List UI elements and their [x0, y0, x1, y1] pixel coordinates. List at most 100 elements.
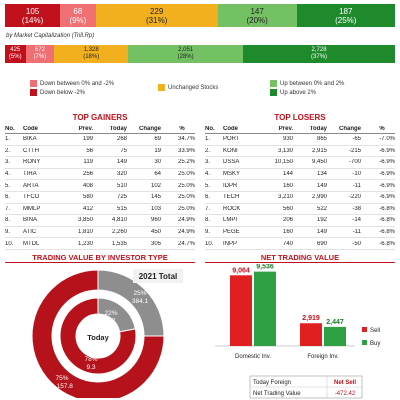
stock-count-segment: 105 (14%)	[5, 4, 61, 27]
table-cell: 515	[116, 205, 127, 212]
table-cell: MMLP	[23, 205, 41, 212]
table-cell: PEGE	[223, 229, 240, 236]
column-header: Code	[23, 125, 38, 132]
table-cell: 960	[150, 217, 161, 224]
inner-red-value: 9.3	[86, 364, 95, 371]
table-cell: 3,850	[77, 217, 93, 224]
table-cell: 34.7%	[177, 136, 195, 143]
legend-label: Down between 0% and -2%	[40, 80, 115, 87]
table-cell: 510	[116, 182, 127, 189]
table-row: 4. TIRA 256 320 64 25.0%	[5, 169, 195, 181]
table-header: No. Code Prev. Today Change%	[5, 124, 195, 134]
table-cell: 2,915	[311, 147, 327, 154]
top-losers-table: No. Code Prev. Today Change% 1. PORT 930 865 -65 -…	[205, 124, 395, 250]
column-header: Change	[338, 125, 361, 132]
table-cell: 740	[282, 240, 293, 247]
table-cell: IDPR	[223, 182, 238, 189]
table-cell: 268	[116, 136, 127, 143]
table-cell: 1.	[5, 136, 11, 143]
column-header: Code	[223, 125, 238, 132]
center-label: Today	[87, 333, 109, 342]
table-cell: 5.	[205, 182, 211, 189]
table-cell: 149	[116, 159, 127, 166]
table-cell: 134	[316, 171, 327, 178]
table-cell: 7.	[205, 205, 211, 212]
table-row: 5. IDPR 160 149 -11 -6.9%	[205, 180, 395, 192]
bar-data-label: 2,919	[302, 315, 320, 322]
column-header: %	[179, 125, 185, 132]
table-cell: -6.9%	[379, 194, 395, 201]
year-label: 2021 Total	[139, 272, 178, 281]
table-row: 3. DSSA 10,150 9,450 -700 -6.9%	[205, 157, 395, 169]
table-row: 1. PORT 930 865 -65 -7.0%	[205, 134, 395, 146]
table-cell: 1.	[205, 136, 211, 143]
table-cell: -220	[348, 194, 361, 201]
legend-unchanged: Unchanged Stocks	[158, 84, 218, 91]
table-cell: 75	[120, 147, 127, 154]
table-cell: 192	[316, 217, 327, 224]
market-cap-pct: (7%)	[33, 54, 47, 60]
outer-gray-pct: 25%	[133, 290, 146, 297]
table-cell: 145	[150, 194, 161, 201]
table-cell: 160	[282, 182, 293, 189]
table-cell: ROCK	[223, 205, 241, 212]
table-cell: 320	[116, 171, 127, 178]
net-trading-title: NET TRADING VALUE	[260, 253, 340, 262]
table-cell: CTTH	[23, 147, 39, 154]
table-cell: 256	[82, 171, 93, 178]
table-cell: 25.2%	[177, 159, 195, 166]
table-cell: 408	[82, 182, 93, 189]
outer-red-pct: 75%	[55, 375, 68, 382]
stock-count-value: 187	[339, 6, 353, 16]
table-cell: 3.	[205, 159, 211, 166]
table-cell: 103	[150, 205, 161, 212]
outer-ring-red-slice	[31, 269, 165, 398]
table-cell: 9.	[205, 229, 211, 236]
table-cell: RONY	[23, 159, 41, 166]
table-cell: 25.0%	[177, 194, 195, 201]
market-cap-value: 2,728	[311, 47, 327, 53]
table-cell: 160	[282, 229, 293, 236]
table-row: 7. ROCK 560 522 -38 -6.8%	[205, 204, 395, 216]
table-cell: ATIC	[23, 229, 37, 236]
market-cap-segment: 2,728 (37%)	[243, 45, 395, 63]
buy-legend-label: Buy	[370, 341, 380, 347]
table-cell: 1,535	[111, 240, 127, 247]
stock-count-pct: (20%)	[246, 15, 268, 25]
table-cell: 56	[86, 147, 93, 154]
market-cap-bar: 425 (5%) 672 (7%) 1,328 (18%) 2,051 (28%) 2,728(…	[5, 45, 395, 63]
table-cell: -6.9%	[379, 171, 395, 178]
table-row: 9. ATIC 1,810 2,260 450 24.9%	[5, 227, 195, 239]
market-cap-pct: (37%)	[311, 54, 328, 60]
table-cell: TECH	[223, 194, 240, 201]
column-header: Change	[138, 125, 161, 132]
table-cell: 102	[150, 182, 161, 189]
table-cell: 33.9%	[177, 147, 195, 154]
legend-label: Unchanged Stocks	[168, 84, 219, 91]
market-cap-segment: 1,328 (18%)	[54, 45, 129, 63]
stock-count-pct: (9%)	[69, 15, 87, 25]
investor-type-title: TRADING VALUE BY INVESTOR TYPE	[32, 253, 168, 262]
table-cell: TFCO	[23, 194, 40, 201]
table-cell: LMPI	[223, 217, 238, 224]
summary-row2-label: Net Trading Value	[253, 391, 301, 397]
buy-bar	[254, 271, 276, 346]
table-cell: 7.	[5, 205, 11, 212]
net-summary-table: Today Foreign Net Sell Net Trading Value…	[249, 375, 363, 399]
table-row: 1. BIKA 199 268 69 34.7%	[5, 134, 195, 146]
stock-count-bar: 105 (14%) 68 (9%) 229 (31%) 147 (20%) 187 (25%)	[5, 4, 395, 27]
column-header: Today	[309, 125, 327, 132]
market-cap-pct: (18%)	[83, 54, 100, 60]
column-header: No.	[205, 125, 215, 132]
table-row: 2. KONI 3,130 2,915 -215 -6.9%	[205, 146, 395, 158]
table-cell: 10,150	[274, 159, 293, 166]
stock-count-value: 105	[25, 6, 40, 16]
bar-data-label: 9,064	[232, 267, 250, 274]
table-cell: 3,130	[277, 147, 293, 154]
stock-count-pct: (25%)	[335, 15, 357, 25]
table-cell: -6.8%	[379, 205, 395, 212]
table-cell: 412	[82, 205, 93, 212]
table-cell: 64	[154, 171, 161, 178]
table-cell: 10.	[5, 240, 14, 247]
buy-bar	[324, 326, 346, 346]
